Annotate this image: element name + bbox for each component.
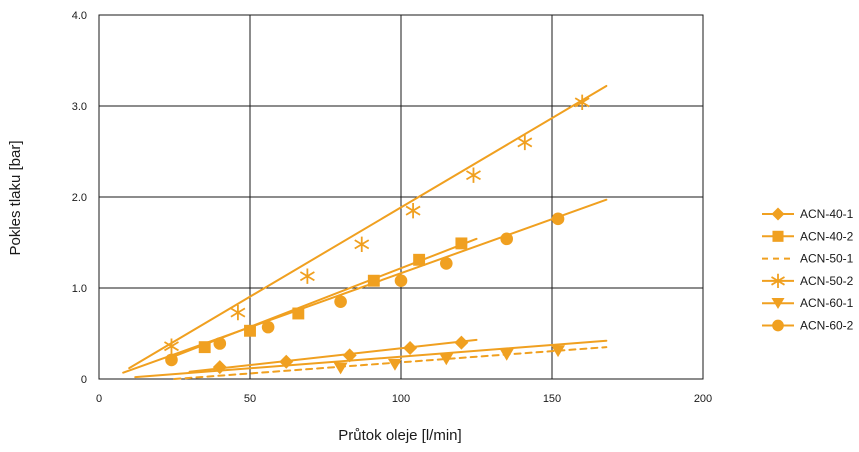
marker-acn-60-1 [551, 345, 566, 358]
x-tick-label: 0 [96, 393, 102, 405]
legend-marker-acn-40-1 [771, 207, 785, 221]
x-tick-label: 200 [694, 393, 712, 405]
y-tick-labels: 0 1.0 2.0 3.0 4.0 [72, 10, 87, 386]
fit-line-acn-50-2 [128, 84, 608, 370]
marker-acn-60-2 [551, 212, 565, 226]
marker-acn-50-2 [354, 236, 370, 253]
marker-acn-60-2 [165, 353, 178, 367]
marker-acn-60-1 [499, 348, 514, 361]
legend-label-acn-60-2: ACN-60-2 [800, 319, 854, 333]
marker-acn-40-1 [212, 360, 227, 375]
marker-acn-40-2 [413, 253, 426, 266]
marker-acn-60-1 [387, 358, 402, 371]
legend-marker-acn-40-2 [772, 230, 784, 242]
marker-acn-40-1 [342, 348, 357, 363]
marker-acn-60-2 [394, 274, 408, 288]
marker-acn-40-1 [279, 354, 294, 369]
legend-label-acn-60-1: ACN-60-1 [800, 296, 854, 310]
y-axis-title: Pokles tlaku [bar] [7, 140, 24, 255]
marker-acn-60-2 [213, 337, 227, 350]
y-tick-label: 1.0 [72, 283, 87, 295]
y-tick-label: 4.0 [72, 10, 87, 22]
marker-acn-50-2 [164, 338, 179, 354]
y-tick-label: 2.0 [72, 192, 87, 204]
marker-acn-60-2 [334, 295, 347, 308]
marker-acn-50-2 [299, 268, 315, 284]
marker-acn-60-2 [440, 257, 453, 270]
legend-label-acn-40-2: ACN-40-2 [800, 229, 854, 243]
marker-acn-50-2 [405, 202, 421, 219]
fit-line-acn-60-1 [134, 339, 608, 379]
legend-label-acn-40-1: ACN-40-1 [800, 207, 854, 221]
marker-acn-60-2 [261, 320, 275, 334]
marker-acn-40-2 [198, 341, 211, 354]
marker-acn-50-2 [466, 167, 481, 183]
marker-acn-40-2 [292, 307, 305, 320]
x-tick-label: 50 [244, 393, 256, 405]
x-tick-label: 150 [543, 393, 561, 405]
y-tick-label: 3.0 [72, 101, 87, 113]
marker-acn-40-1 [454, 335, 469, 350]
marker-acn-40-1 [403, 341, 418, 356]
marker-acn-40-2 [367, 274, 380, 287]
y-tick-label: 0 [81, 374, 87, 386]
marker-acn-50-2 [517, 134, 533, 151]
legend-label-acn-50-2: ACN-50-2 [800, 274, 854, 288]
marker-acn-60-1 [439, 353, 454, 366]
marker-acn-40-2 [455, 237, 468, 250]
legend-marker-acn-50-2 [771, 273, 785, 289]
x-tick-labels: 0 50 100 150 200 [96, 393, 712, 405]
data-markers [164, 94, 590, 375]
marker-acn-40-2 [244, 324, 256, 337]
x-axis-title: Průtok oleje [l/min] [338, 427, 461, 444]
x-tick-label: 100 [392, 393, 410, 405]
marker-acn-50-2 [230, 304, 246, 321]
marker-acn-60-1 [333, 362, 348, 375]
marker-acn-50-2 [574, 94, 590, 111]
fit-line-acn-50-1 [173, 346, 608, 380]
legend-marker-acn-60-1 [771, 298, 785, 310]
legend-marker-acn-60-2 [772, 319, 784, 332]
fit-line-acn-40-1 [188, 338, 478, 373]
legend: ACN-40-1 ACN-40-2 ACN-50-1 ACN-50-2 ACN-60-1… [762, 207, 854, 333]
legend-label-acn-50-1: ACN-50-1 [800, 252, 854, 266]
marker-acn-60-2 [500, 232, 513, 246]
grid [98, 14, 704, 380]
